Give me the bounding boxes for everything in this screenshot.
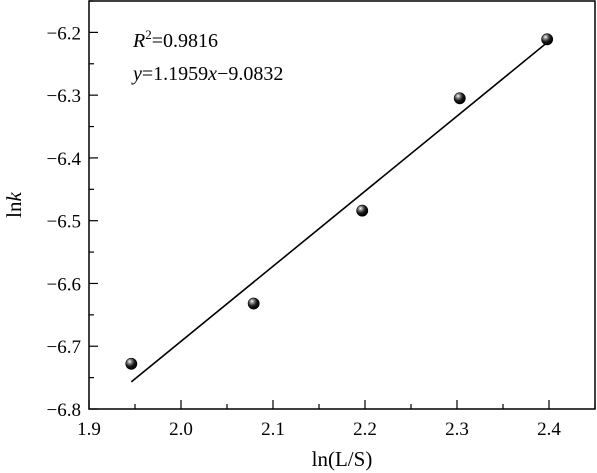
data-point bbox=[247, 297, 260, 310]
data-point bbox=[125, 357, 138, 370]
x-axis-tick-labels: 1.9 2.0 2.1 2.2 2.3 2.4 bbox=[77, 419, 561, 440]
r-squared-superscript: 2 bbox=[145, 27, 152, 42]
r-squared-symbol: R bbox=[132, 30, 145, 52]
y-axis-label: lnk bbox=[2, 191, 26, 217]
y-tick-label: −6.7 bbox=[47, 337, 81, 358]
plot-frame bbox=[88, 0, 596, 410]
y-axis-label-k: k bbox=[2, 191, 26, 201]
y-axis-label-ln: ln bbox=[2, 201, 26, 218]
x-tick-label: 2.0 bbox=[169, 419, 193, 440]
y-tick-label: −6.3 bbox=[47, 86, 81, 107]
r-squared-value: =0.9816 bbox=[152, 30, 218, 52]
equation-intercept: −9.0832 bbox=[217, 63, 283, 85]
y-tick-label: −6.4 bbox=[47, 149, 82, 170]
equation-x: x bbox=[207, 63, 217, 85]
x-axis-label: ln(L/S) bbox=[312, 447, 373, 471]
y-axis-tick-labels: −6.8 −6.7 −6.6 −6.5 −6.4 −6.3 −6.2 bbox=[47, 23, 82, 421]
y-tick-label: −6.5 bbox=[47, 212, 81, 233]
fit-line bbox=[130, 41, 548, 383]
x-tick-label: 2.1 bbox=[261, 419, 285, 440]
data-points bbox=[125, 33, 554, 370]
data-point bbox=[356, 204, 369, 217]
x-tick-label: 2.4 bbox=[537, 419, 561, 440]
x-tick-label: 2.2 bbox=[353, 419, 377, 440]
data-point bbox=[453, 92, 466, 105]
r-squared-annotation: R2=0.9816 bbox=[132, 27, 218, 52]
y-axis-ticks bbox=[89, 0, 98, 410]
y-tick-label: −6.8 bbox=[47, 400, 81, 421]
equation-slope: =1.1959 bbox=[142, 63, 208, 85]
x-tick-label: 1.9 bbox=[77, 419, 101, 440]
equation-y: y bbox=[131, 63, 142, 85]
y-tick-label: −6.6 bbox=[47, 274, 81, 295]
y-tick-label: −6.2 bbox=[47, 23, 81, 44]
regression-equation: y=1.1959x−9.0832 bbox=[131, 63, 283, 85]
x-tick-label: 2.3 bbox=[445, 419, 469, 440]
data-point bbox=[541, 33, 554, 46]
x-axis-ticks bbox=[88, 400, 596, 409]
